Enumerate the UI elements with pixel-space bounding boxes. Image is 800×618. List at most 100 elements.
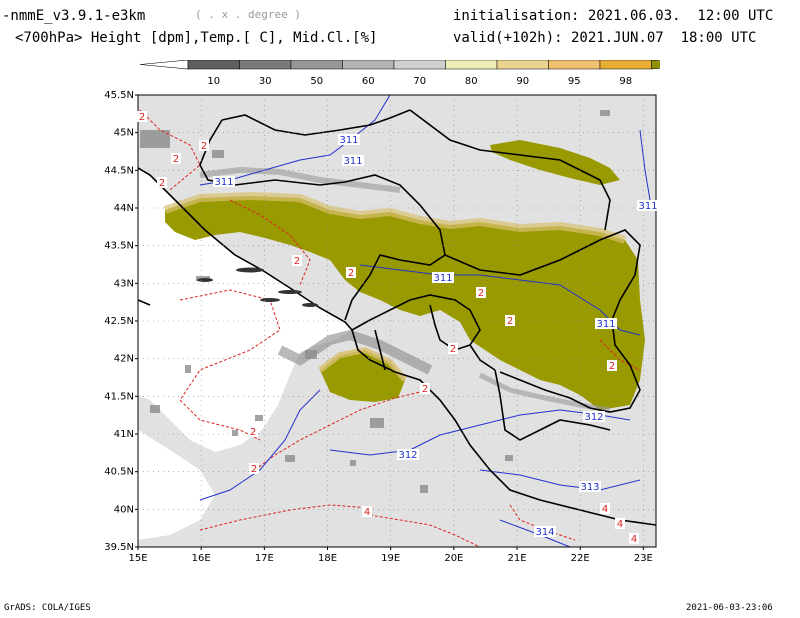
colorbar-tick-label: 50 xyxy=(310,76,323,87)
colorbar: 10 30 50 60 70 80 90 95 98 xyxy=(140,60,660,87)
temperature-contour-label: 4 xyxy=(631,534,637,545)
height-contour-label: 312 xyxy=(584,412,603,423)
field-description: <700hPa> Height [dpm],Temp.[ C], Mid.Cl.… xyxy=(15,30,378,46)
sea-area xyxy=(138,168,352,452)
temperature-contour-label: 2 xyxy=(422,384,428,395)
temperature-contour-label: 4 xyxy=(617,519,623,530)
height-label-bg xyxy=(534,526,556,537)
latitude-label: 44N xyxy=(114,203,134,214)
latitude-label: 43.5N xyxy=(104,241,134,252)
latitude-label: 40N xyxy=(114,504,134,515)
colorbar-tick-label: 90 xyxy=(516,76,529,87)
temp-label-bg xyxy=(505,315,515,326)
longitude-label: 22E xyxy=(571,553,590,564)
temperature-contour-label: 2 xyxy=(507,316,513,327)
longitude-label: 17E xyxy=(255,553,274,564)
temp-label-bg xyxy=(292,255,302,266)
height-contour-label: 312 xyxy=(398,450,417,461)
colorbar-tick-label: 98 xyxy=(619,76,632,87)
height-label-bg xyxy=(397,449,419,460)
longitude-label: 18E xyxy=(318,553,337,564)
temp-label-bg xyxy=(629,533,639,544)
height-label-bg xyxy=(432,272,454,283)
temp-label-bg xyxy=(249,463,259,474)
latitude-label: 43N xyxy=(114,278,134,289)
temp-label-bg xyxy=(248,426,258,437)
colorbar-right-arrow xyxy=(651,60,660,70)
temperature-contour-label: 2 xyxy=(609,361,615,372)
temp-label-bg xyxy=(476,287,486,298)
latitude-label: 40.5N xyxy=(104,467,134,478)
init-time: initialisation: 2021.06.03. 12:00 UTC xyxy=(453,8,774,24)
colorbar-tick-label: 70 xyxy=(413,76,426,87)
sea-area-south xyxy=(138,430,215,540)
height-contour-label: 311 xyxy=(596,319,615,330)
temperature-contour-label: 2 xyxy=(250,427,256,438)
height-label-bg xyxy=(637,200,659,211)
footer-source: GrADS: COLA/IGES xyxy=(4,603,91,613)
longitude-label: 21E xyxy=(508,553,527,564)
temp-label-bg xyxy=(171,153,181,164)
unit-hint: ( . x . degree ) xyxy=(195,8,301,21)
height-contour-label: 311 xyxy=(433,273,452,284)
colorbar-tick-label: 60 xyxy=(362,76,375,87)
footer-timestamp: 2021-06-03-23:06 xyxy=(686,603,773,613)
temperature-contour-label: 2 xyxy=(294,256,300,267)
temp-label-bg xyxy=(346,267,356,278)
height-contour-label: 311 xyxy=(214,177,233,188)
temp-label-bg xyxy=(615,518,625,529)
latitude-label: 44.5N xyxy=(104,165,134,176)
temperature-contour-label: 2 xyxy=(173,154,179,165)
cloud-fringe xyxy=(163,191,627,244)
temp-label-bg xyxy=(157,177,167,188)
temperature-contour-label: 2 xyxy=(139,112,145,123)
temp-label-bg xyxy=(420,383,430,394)
cloud-cells xyxy=(140,110,610,493)
latitude-label: 42N xyxy=(114,354,134,365)
height-contour-label: 311 xyxy=(343,156,362,167)
gridlines xyxy=(138,95,656,547)
temperature-contour-label: 2 xyxy=(348,268,354,279)
height-contour-label: 311 xyxy=(638,201,657,212)
colorbar-tick-label: 95 xyxy=(568,76,581,87)
cloud-fringe xyxy=(277,329,433,375)
height-label-bg xyxy=(579,481,601,492)
temperature-contour-label: 4 xyxy=(602,504,608,515)
temp-label-bg xyxy=(362,506,372,517)
latitude-label: 41N xyxy=(114,429,134,440)
temperature-contour-label: 2 xyxy=(201,141,207,152)
cloud-fringe xyxy=(199,166,401,193)
temperature-contours xyxy=(139,109,641,547)
temp-label-bg xyxy=(600,503,610,514)
temperature-contour-label: 2 xyxy=(450,344,456,355)
colorbar-tick-label: 30 xyxy=(259,76,272,87)
longitude-label: 16E xyxy=(192,553,211,564)
temperature-contour-label: 2 xyxy=(251,464,257,475)
height-contour-label: 314 xyxy=(535,527,554,538)
colorbar-tick-label: 10 xyxy=(207,76,220,87)
islands xyxy=(197,267,318,307)
temperature-contour-label: 2 xyxy=(478,288,484,299)
latitude-label: 45N xyxy=(114,128,134,139)
temp-label-bg xyxy=(199,140,209,151)
height-contour-label: 313 xyxy=(580,482,599,493)
longitude-label: 23E xyxy=(634,553,653,564)
height-label-bg xyxy=(213,176,235,187)
latitude-label: 39.5N xyxy=(104,542,134,553)
latitude-label: 41.5N xyxy=(104,391,134,402)
height-label-bg xyxy=(338,134,360,145)
cloud-fringe xyxy=(478,372,611,413)
longitude-label: 15E xyxy=(128,553,147,564)
temperature-contour-label: 2 xyxy=(159,178,165,189)
temp-label-bg xyxy=(137,111,147,122)
height-contour-label: 311 xyxy=(339,135,358,146)
temp-label-bg xyxy=(448,343,458,354)
temp-label-bg xyxy=(607,360,617,371)
height-label-bg xyxy=(583,411,605,422)
country-borders xyxy=(138,109,656,526)
latitude-label: 45.5N xyxy=(104,90,134,101)
latitude-label: 42.5N xyxy=(104,316,134,327)
valid-time: valid(+102h): 2021.JUN.07 18:00 UTC xyxy=(453,30,757,46)
height-label-bg xyxy=(342,155,364,166)
